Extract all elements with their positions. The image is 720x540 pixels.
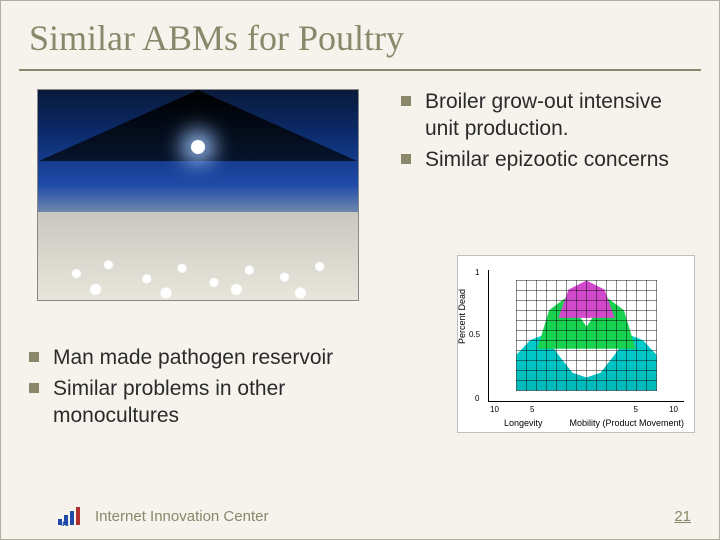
- content-area: Broiler grow-out intensive unit producti…: [1, 71, 719, 491]
- chart-xtick: 5: [530, 405, 534, 414]
- footer: IIC Internet Innovation Center 21: [1, 499, 719, 539]
- footer-org: Internet Innovation Center: [95, 508, 268, 525]
- page-title: Similar ABMs for Poultry: [1, 1, 719, 69]
- photo-floor-shape: [38, 212, 358, 300]
- bullet-text: Broiler grow-out intensive unit producti…: [425, 89, 691, 143]
- bullet-icon: [29, 383, 39, 393]
- bullet-text: Similar epizootic concerns: [425, 147, 669, 174]
- chart-ytick: 1: [475, 268, 479, 277]
- bullet-text: Man made pathogen reservoir: [53, 345, 333, 372]
- photo-light-shape: [191, 140, 205, 154]
- footer-left: IIC Internet Innovation Center: [55, 505, 268, 527]
- list-item: Broiler grow-out intensive unit producti…: [401, 89, 691, 143]
- chart-xtick: 10: [490, 405, 499, 414]
- list-item: Similar problems in other monocultures: [29, 376, 399, 430]
- svg-text:IIC: IIC: [61, 522, 69, 527]
- poultry-photo: [37, 89, 359, 301]
- bullet-list-right: Broiler grow-out intensive unit producti…: [401, 89, 691, 178]
- slide: Similar ABMs for Poultry Broiler grow-ou…: [0, 0, 720, 540]
- chart-xtick: 10: [669, 405, 678, 414]
- chart-surface: [516, 280, 656, 390]
- page-number: 21: [674, 508, 691, 525]
- surface-chart: Percent Dead 1 0.5 0 10 5 5 10 Longevity…: [457, 255, 695, 433]
- chart-ylabel: Percent Dead: [457, 289, 467, 344]
- chart-xtick: 5: [634, 405, 638, 414]
- bullet-icon: [401, 96, 411, 106]
- chart-axes: 1 0.5 0: [488, 270, 684, 402]
- list-item: Man made pathogen reservoir: [29, 345, 399, 372]
- list-item: Similar epizootic concerns: [401, 147, 691, 174]
- chart-xlabel-left: Longevity: [504, 418, 543, 428]
- chart-xlabel-right: Mobility (Product Movement): [569, 418, 684, 428]
- bullet-icon: [29, 352, 39, 362]
- chart-mesh: [516, 280, 656, 390]
- bullet-icon: [401, 154, 411, 164]
- chart-ytick: 0.5: [469, 330, 480, 339]
- bullet-list-left: Man made pathogen reservoir Similar prob…: [29, 345, 399, 434]
- logo-icon: IIC: [55, 505, 85, 527]
- bullet-text: Similar problems in other monocultures: [53, 376, 399, 430]
- chart-ytick: 0: [475, 394, 479, 403]
